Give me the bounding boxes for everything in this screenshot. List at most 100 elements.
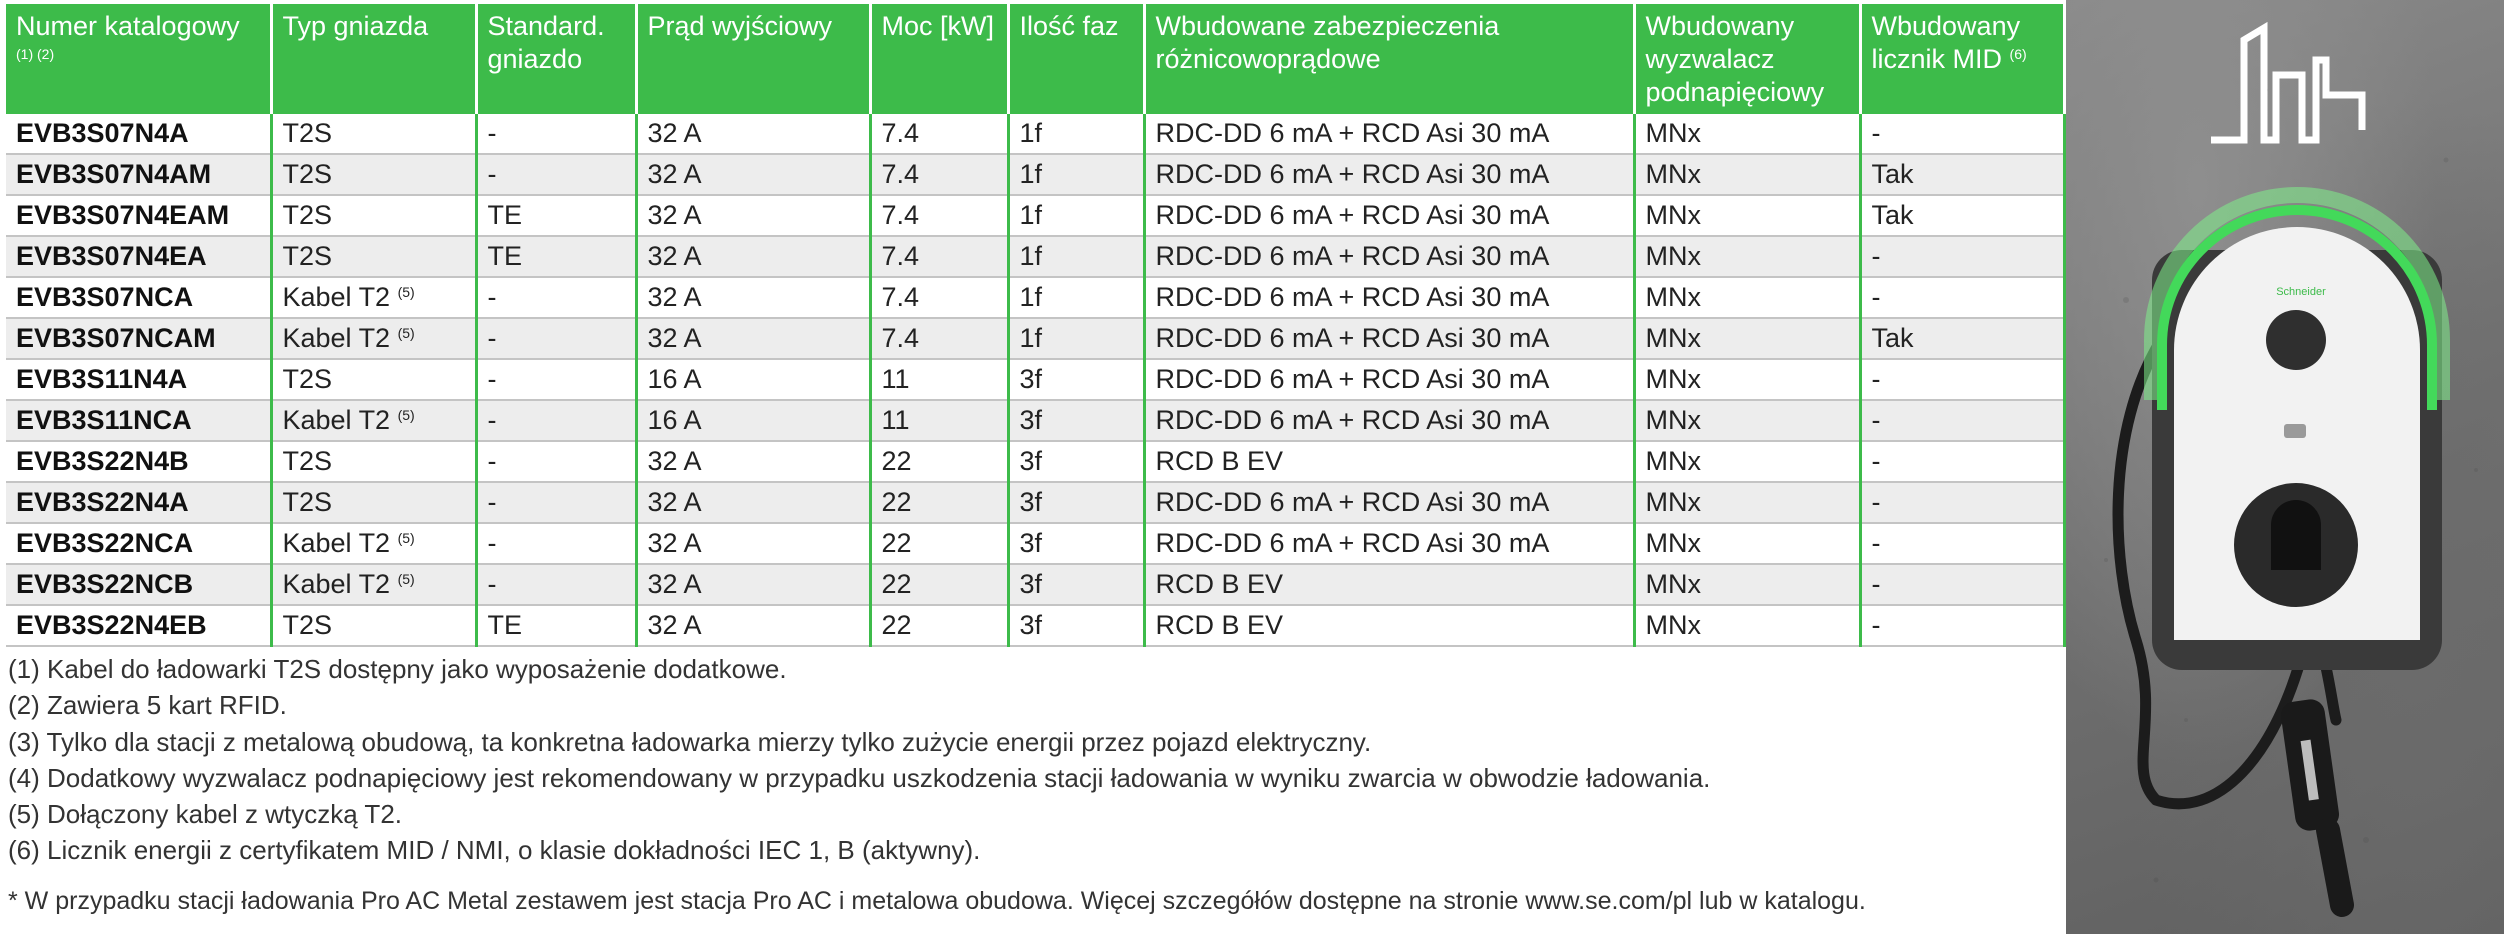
table-cell: MNx [1634,441,1862,483]
cell-value: 3f [1019,528,1043,558]
cell-value: 1f [1019,159,1043,189]
table-cell: 7.4 [870,277,1010,319]
table-cell: MNx [1634,154,1862,196]
brand-label: Schneider [2276,286,2326,298]
cell-value: Kabel T2 [282,282,391,312]
column-header-label: Prąd wyjściowy [647,11,833,41]
cell-value: MNx [1645,487,1702,517]
column-header: Numer katalogowy (1) (2) [6,4,273,114]
cell-value: - [487,528,497,558]
cell-value: 1f [1019,323,1043,353]
cell-value: RDC-DD 6 mA + RCD Asi 30 mA [1155,364,1550,394]
table-cell: - [476,523,638,565]
table-cell: RDC-DD 6 mA + RCD Asi 30 mA [1144,318,1636,360]
table-row: EVB3S22N4A T2S - 32 A 22 3f RDC-DD 6 mA + RCD … [6,482,2066,524]
table-cell: 1f [1008,154,1146,196]
table-cell: MNx [1634,195,1862,237]
table-cell: 3f [1008,605,1146,647]
table-cell: Tak [1860,195,2066,237]
cell-value: - [487,446,497,476]
table-cell: MNx [1634,564,1862,606]
table-cell: Kabel T2 (5) [271,523,478,565]
footnote-ref: (5) [397,407,415,423]
cell-value: RDC-DD 6 mA + RCD Asi 30 mA [1155,323,1550,353]
cell-value: - [1871,405,1881,435]
table-cell: RCD B EV [1144,564,1636,606]
table-cell: MNx [1634,400,1862,442]
cell-value: EVB3S22NCA [16,528,194,558]
cell-value: 1f [1019,200,1043,230]
cell-value: RDC-DD 6 mA + RCD Asi 30 mA [1155,282,1550,312]
table-cell: Tak [1860,154,2066,196]
cell-value: 32 A [647,241,702,271]
cell-value: Kabel T2 [282,323,391,353]
table-row: EVB3S22NCA Kabel T2 (5) -32 A 22 3f RDC-DD 6 … [6,523,2066,565]
footnote-ref: (5) [397,325,415,341]
table-cell: 16 A [636,400,872,442]
cell-value: 32 A [647,528,702,558]
table-cell: TE [476,195,638,237]
cell-value: 3f [1019,405,1043,435]
table-row: EVB3S22NCB Kabel T2 (5) -32 A 22 3f RCD B EV M… [6,564,2066,606]
table-cell: 11 [870,359,1010,401]
table-cell: 32 A [636,523,872,565]
cell-value: EVB3S11NCA [16,405,192,435]
table-cell: RDC-DD 6 mA + RCD Asi 30 mA [1144,523,1636,565]
table-cell: MNx [1634,114,1862,155]
cell-value: Kabel T2 [282,569,391,599]
column-header-label: Wbudowany licznik MID [1871,11,2021,74]
table-cell: 16 A [636,359,872,401]
cell-value: 32 A [647,487,702,517]
cell-value: EVB3S11N4A [16,364,188,394]
table-cell: 32 A [636,195,872,237]
note-item: (6) Licznik energii z certyfikatem MID /… [8,835,981,866]
table-cell: RDC-DD 6 mA + RCD Asi 30 mA [1144,359,1636,401]
table-row: EVB3S07N4EA T2S TE 32 A 7.4 1f RDC-DD 6 mA + R… [6,236,2066,278]
cell-value: RCD B EV [1155,446,1284,476]
cell-value: - [1871,446,1881,476]
cell-value: MNx [1645,323,1702,353]
cell-value: EVB3S07N4AM [16,159,212,189]
cell-value: - [1871,528,1881,558]
table-cell: EVB3S07NCA [6,277,273,319]
column-header-label: Standard. gniazdo [487,11,605,74]
table-cell: EVB3S22NCB [6,564,273,606]
cell-value: EVB3S07N4EAM [16,200,230,230]
table-cell: - [1860,523,2066,565]
table-cell: EVB3S07N4A [6,114,273,155]
cell-value: MNx [1645,569,1702,599]
table-cell: T2S [271,114,478,155]
table-cell: 7.4 [870,114,1010,155]
table-cell: 3f [1008,359,1146,401]
table-cell: 11 [870,400,1010,442]
column-header: Wbudowany wyzwalacz podnapięciowy [1634,4,1862,114]
table-cell: 3f [1008,400,1146,442]
cell-value: - [487,364,497,394]
table-cell: RCD B EV [1144,605,1636,647]
table-cell: 1f [1008,114,1146,155]
cell-value: 32 A [647,159,702,189]
table-cell: RDC-DD 6 mA + RCD Asi 30 mA [1144,482,1636,524]
table-cell: - [1860,114,2066,155]
cell-value: - [487,159,497,189]
table-cell: 3f [1008,564,1146,606]
cell-value: T2S [282,241,333,271]
table-cell: - [1860,236,2066,278]
table-cell: MNx [1634,277,1862,319]
table-cell: RCD B EV [1144,441,1636,483]
cell-value: - [1871,364,1881,394]
table-cell: - [476,400,638,442]
table-cell: 3f [1008,523,1146,565]
cell-value: EVB3S22N4B [16,446,189,476]
cell-value: - [1871,118,1881,148]
table-cell: - [476,114,638,155]
cell-value: T2S [282,610,333,640]
table-row: EVB3S22N4EB T2S TE 32 A 22 3f RCD B EV MNx - [6,605,2066,647]
table-cell: MNx [1634,523,1862,565]
table-row: EVB3S07NCA Kabel T2 (5) -32 A 7.4 1f RDC-DD 6… [6,277,2066,319]
table-cell: EVB3S07N4EA [6,236,273,278]
table-cell: 7.4 [870,318,1010,360]
cell-value: 32 A [647,569,702,599]
table-cell: TE [476,236,638,278]
table-cell: EVB3S07NCAM [6,318,273,360]
